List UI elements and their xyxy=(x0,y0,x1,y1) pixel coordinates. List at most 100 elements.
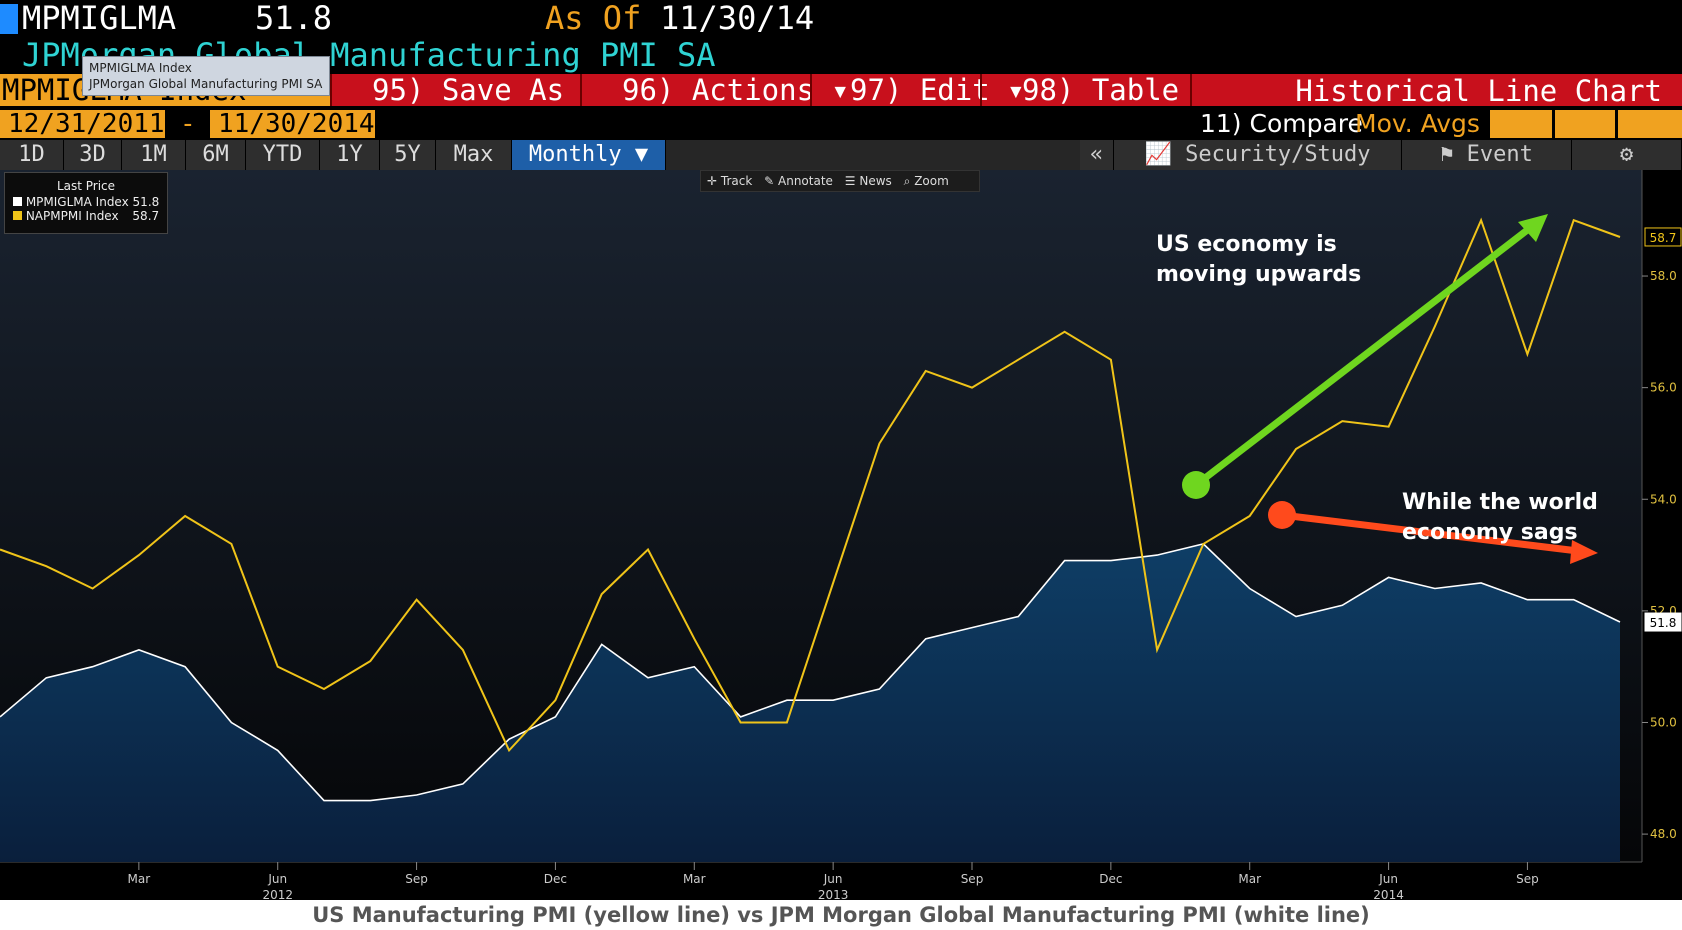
y-tick-label: 48.0 xyxy=(1650,827,1677,841)
zoom-icon: ⌕ xyxy=(903,174,911,188)
as-of-label: As Of xyxy=(545,0,642,37)
x-tick-label: Sep xyxy=(405,872,428,886)
x-tick-label: Mar xyxy=(1238,872,1261,886)
last-value-text: 51.8 xyxy=(1650,616,1677,630)
x-tick-year: 2013 xyxy=(818,888,849,902)
study-chart-icon: 📈 xyxy=(1144,142,1172,167)
ticker: MPMIGLMA xyxy=(22,0,177,37)
edit-button[interactable]: 97) Edit ▾ xyxy=(810,74,1025,106)
x-axis-ticks: Mar Jun 2012 Sep Dec Mar Jun 2013 Sep Dec Mar Jun 20… xyxy=(128,862,1539,902)
gear-icon: ⚙ xyxy=(1619,142,1634,167)
security-name: JPMorgan Global Manufacturing PMI SA xyxy=(22,36,716,74)
security-tooltip: MPMIGLMA Index JPMorgan Global Manufactu… xyxy=(82,56,330,96)
blank-field-3[interactable] xyxy=(1618,110,1682,138)
last-value: 51.8 xyxy=(255,0,333,37)
start-date-field[interactable]: 12/31/2011 xyxy=(0,110,165,138)
green-arrow-dot xyxy=(1182,471,1210,499)
y-tick-label: 58.0 xyxy=(1650,269,1677,283)
security-study-label: Security/Study xyxy=(1185,142,1371,167)
x-tick-label: Jun xyxy=(267,872,287,886)
legend-name-global: MPMIGLMA Index xyxy=(25,195,129,209)
tab-6m[interactable]: 6M xyxy=(186,140,246,170)
y-tick-label: 56.0 xyxy=(1650,381,1677,395)
legend-swatch-global xyxy=(13,197,22,206)
zoom-button[interactable]: Zoom xyxy=(914,174,949,188)
news-button[interactable]: News xyxy=(859,174,892,188)
actions-button[interactable]: 96) Actions ▾ xyxy=(580,74,849,106)
series-lines xyxy=(0,217,1621,802)
compare-button[interactable]: 11) Compare xyxy=(1200,109,1363,138)
green-arrow-head xyxy=(1518,214,1548,242)
global-pmi-area xyxy=(0,543,1620,862)
world-annotation-line1: While the world xyxy=(1402,490,1598,515)
collapse-button[interactable]: « xyxy=(1080,140,1114,170)
y-axis-panel xyxy=(1642,170,1682,862)
red-arrow-dot xyxy=(1268,501,1296,529)
chart-toolbar: ✛ Track ✎ Annotate ☰ News ⌕ Zoom xyxy=(700,170,980,192)
legend-name-us: NAPMPMI Index xyxy=(25,209,119,223)
legend-swatch-us xyxy=(13,211,22,220)
tab-1y[interactable]: 1Y xyxy=(320,140,380,170)
x-tick-label: Sep xyxy=(1516,872,1539,886)
world-annotation: While the world economy sags xyxy=(1402,488,1598,548)
global-pmi-area-fill xyxy=(0,543,1620,862)
frequency-dropdown[interactable]: Monthly ▼ xyxy=(512,140,666,170)
legend-item-global: MPMIGLMA Index 51.8 xyxy=(13,195,167,209)
last-value-labels: 58.7 51.8 xyxy=(1644,227,1682,632)
chart-caption: US Manufacturing PMI (yellow line) vs JP… xyxy=(0,900,1682,930)
blank-field-1[interactable] xyxy=(1490,110,1552,138)
world-annotation-line2: economy sags xyxy=(1402,520,1578,545)
us-annotation-line2: moving upwards xyxy=(1156,262,1362,287)
security-study-button[interactable]: 📈 Security/Study xyxy=(1114,140,1402,170)
x-tick-label: Dec xyxy=(1099,872,1122,886)
table-button[interactable]: 98) Table xyxy=(980,74,1190,106)
chart-legend: Last Price MPMIGLMA Index 51.8 NAPMPMI I… xyxy=(4,172,168,234)
tab-1m[interactable]: 1M xyxy=(122,140,186,170)
event-label: Event xyxy=(1466,142,1533,167)
tab-1d[interactable]: 1D xyxy=(0,140,64,170)
last-value-text: 58.7 xyxy=(1650,231,1677,245)
save-as-button[interactable]: 95) Save As xyxy=(330,74,580,106)
x-tick-year: 2014 xyxy=(1373,888,1404,902)
tab-5y[interactable]: 5Y xyxy=(380,140,436,170)
legend-value-us: 58.7 xyxy=(132,209,160,223)
tooltip-line2: JPMorgan Global Manufacturing PMI SA xyxy=(89,77,323,91)
last-value-box xyxy=(1644,612,1682,632)
legend-item-us: NAPMPMI Index 58.7 xyxy=(13,209,167,223)
title-bar xyxy=(0,0,1682,36)
x-tick-label: Jun xyxy=(1378,872,1398,886)
annotate-button[interactable]: Annotate xyxy=(778,174,833,188)
annotate-icon: ✎ xyxy=(764,174,775,188)
annotation-arrows xyxy=(1182,214,1598,564)
red-arrow-head xyxy=(1570,540,1598,564)
tab-ytd[interactable]: YTD xyxy=(246,140,320,170)
settings-button[interactable]: ⚙ xyxy=(1572,140,1682,170)
event-button[interactable]: ⚑ Event xyxy=(1402,140,1572,170)
last-value-box xyxy=(1644,227,1682,247)
us-annotation-line1: US economy is xyxy=(1156,232,1337,257)
end-date-field[interactable]: 11/30/2014 xyxy=(210,110,375,138)
tab-3d[interactable]: 3D xyxy=(64,140,122,170)
legend-value-global: 51.8 xyxy=(132,195,160,209)
news-icon: ☰ xyxy=(844,174,856,188)
x-tick-year: 2012 xyxy=(262,888,293,902)
track-button[interactable]: Track xyxy=(720,174,753,188)
blank-field-2[interactable] xyxy=(1555,110,1615,138)
y-tick-label: 50.0 xyxy=(1650,715,1677,729)
mov-avgs-button[interactable]: Mov. Avgs xyxy=(1355,109,1480,138)
global-pmi-line xyxy=(0,543,1621,802)
tooltip-line1: MPMIGLMA Index xyxy=(89,61,192,75)
red-arrow-shaft xyxy=(1281,511,1579,555)
date-dash: - xyxy=(180,109,196,139)
as-of-date[interactable]: 11/30/14 xyxy=(660,0,815,37)
tab-max[interactable]: Max xyxy=(436,140,512,170)
x-tick-label: Jun xyxy=(823,872,843,886)
x-tick-label: Sep xyxy=(961,872,984,886)
green-arrow-shaft xyxy=(1193,225,1533,488)
x-tick-label: Dec xyxy=(544,872,567,886)
cursor-block xyxy=(0,4,18,34)
legend-title: Last Price xyxy=(56,179,116,193)
x-tick-label: Mar xyxy=(683,872,706,886)
track-icon: ✛ xyxy=(707,174,718,188)
us-annotation: US economy is moving upwards xyxy=(1156,230,1361,290)
